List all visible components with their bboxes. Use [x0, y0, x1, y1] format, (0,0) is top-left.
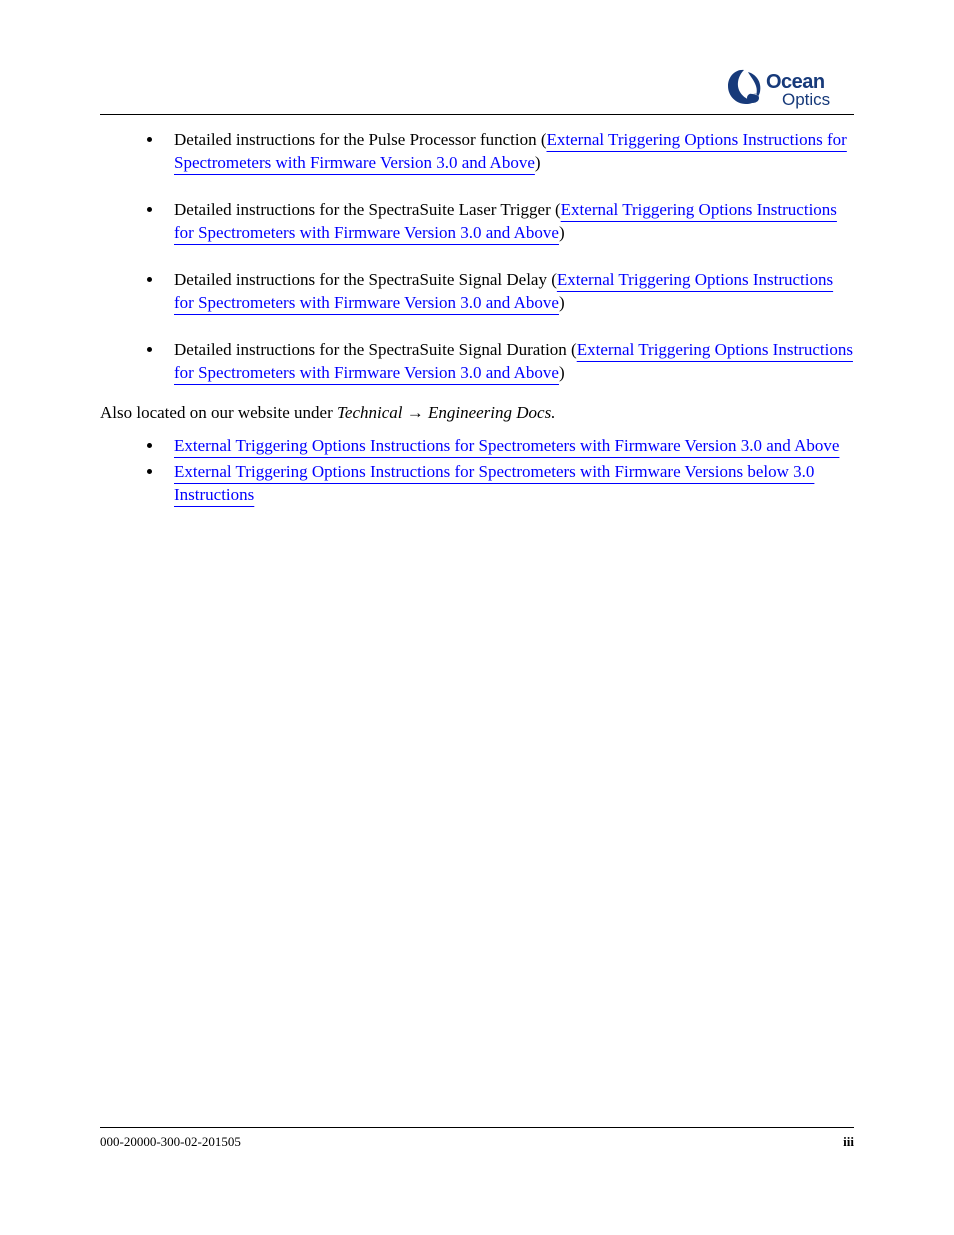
list-item-lead: Detailed instructions for the SpectraSui…	[174, 340, 577, 359]
page-container: Ocean Optics Detailed instructions for t…	[0, 0, 954, 1235]
list-item: External Triggering Options Instructions…	[164, 435, 854, 458]
list-item-tail: )	[559, 223, 565, 242]
page-footer: 000-20000-300-02-201505 iii	[100, 1127, 854, 1150]
list-item-tail: )	[559, 293, 565, 312]
header-rule	[100, 114, 854, 115]
list-item: External Triggering Options Instructions…	[164, 461, 854, 507]
doc-link[interactable]: External Triggering Options Instructions…	[174, 462, 814, 504]
company-logo: Ocean Optics	[726, 68, 854, 110]
footer-page-number: iii	[477, 1134, 854, 1150]
mid-paragraph-italic: Technical → Engineering Docs.	[337, 403, 555, 422]
ocean-optics-logo-svg: Ocean Optics	[726, 68, 854, 110]
list-item: Detailed instructions for the SpectraSui…	[164, 339, 854, 385]
doc-link[interactable]: External Triggering Options Instructions…	[174, 436, 839, 455]
page-content: Detailed instructions for the Pulse Proc…	[100, 129, 854, 507]
svg-text:Optics: Optics	[782, 90, 830, 109]
footer-doc-id: 000-20000-300-02-201505	[100, 1134, 477, 1150]
list-item-lead: Detailed instructions for the SpectraSui…	[174, 270, 557, 289]
bullet-list-b: External Triggering Options Instructions…	[100, 435, 854, 508]
list-item: Detailed instructions for the SpectraSui…	[164, 269, 854, 315]
list-item-lead: Detailed instructions for the Pulse Proc…	[174, 130, 547, 149]
footer-rule	[100, 1127, 854, 1128]
list-item: Detailed instructions for the Pulse Proc…	[164, 129, 854, 175]
list-item-tail: )	[535, 153, 541, 172]
list-item: Detailed instructions for the SpectraSui…	[164, 199, 854, 245]
list-item-lead: Detailed instructions for the SpectraSui…	[174, 200, 561, 219]
mid-paragraph: Also located on our website under Techni…	[100, 403, 854, 423]
footer-row: 000-20000-300-02-201505 iii	[100, 1134, 854, 1150]
mid-paragraph-prefix: Also located on our website under	[100, 403, 337, 422]
bullet-list-a: Detailed instructions for the Pulse Proc…	[100, 129, 854, 385]
list-item-tail: )	[559, 363, 565, 382]
